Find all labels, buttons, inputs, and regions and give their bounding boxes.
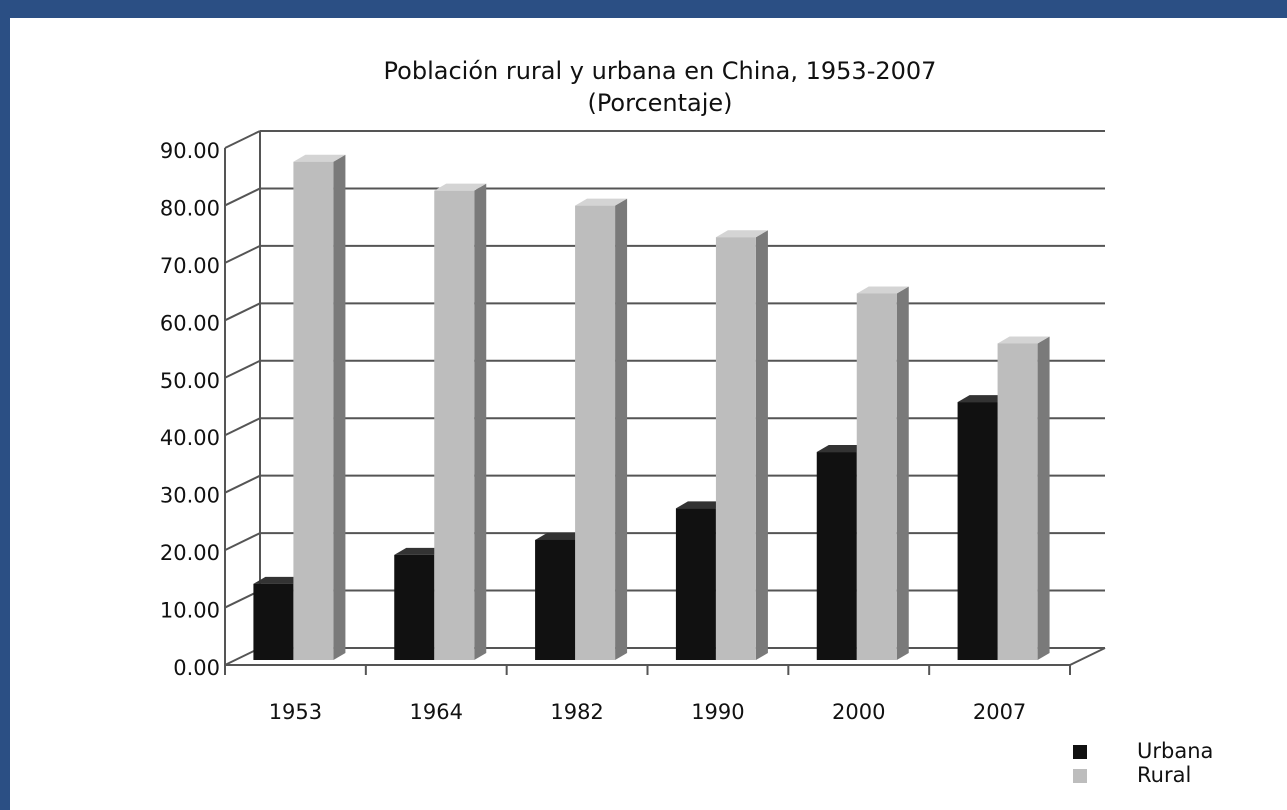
y-tick-label: 30.00 xyxy=(160,484,220,508)
y-tick-label: 10.00 xyxy=(160,599,220,623)
bar xyxy=(856,286,909,660)
side-grid-line xyxy=(224,187,261,207)
x-tick-label: 2007 xyxy=(973,700,1026,724)
legend-label: Urbana xyxy=(1137,739,1213,763)
side-grid-line xyxy=(224,532,261,552)
x-tick-label: 1982 xyxy=(550,700,603,724)
legend-swatch xyxy=(1073,745,1087,759)
x-tick-label: 1953 xyxy=(269,700,322,724)
bar-side xyxy=(1037,336,1050,660)
bar xyxy=(293,154,346,661)
bar-front xyxy=(856,293,897,660)
bar-top xyxy=(535,532,588,540)
x-tick-label: 1990 xyxy=(691,700,744,724)
bar-side xyxy=(755,230,768,660)
bar-front xyxy=(394,554,435,660)
bar-top xyxy=(997,336,1050,344)
bar-top xyxy=(394,547,447,555)
bar xyxy=(575,198,628,660)
legend-swatch xyxy=(1073,769,1087,783)
bar-front xyxy=(997,343,1038,660)
bar xyxy=(434,183,487,660)
floor-right xyxy=(1069,647,1106,666)
bar-top xyxy=(253,576,306,584)
chart-title: Población rural y urbana en China, 1953-… xyxy=(384,57,937,85)
bar-side xyxy=(615,198,628,660)
x-tick-label: 1964 xyxy=(410,700,463,724)
legend-label: Rural xyxy=(1137,763,1191,787)
side-grid-line xyxy=(224,302,261,322)
side-grid-line xyxy=(224,417,261,437)
bar-front xyxy=(715,237,756,660)
bar-front xyxy=(957,402,998,660)
bar-top xyxy=(957,395,1010,403)
chart-area xyxy=(10,18,1287,810)
bar-front xyxy=(675,508,716,660)
bar-side xyxy=(474,183,487,660)
bar-front xyxy=(575,205,616,660)
y-tick-label: 0.00 xyxy=(173,656,220,680)
bar-side xyxy=(896,286,909,660)
y-tick-label: 40.00 xyxy=(160,426,220,450)
bar-front xyxy=(253,583,294,660)
side-grid-line xyxy=(224,359,261,379)
bar-front xyxy=(293,161,334,661)
x-tick-label: 2000 xyxy=(832,700,885,724)
side-grid-line xyxy=(224,474,261,494)
y-tick-label: 90.00 xyxy=(160,139,220,163)
y-tick-label: 60.00 xyxy=(160,311,220,335)
bar-front xyxy=(535,539,576,660)
y-tick-label: 20.00 xyxy=(160,541,220,565)
bar-top xyxy=(715,230,768,238)
y-tick-label: 50.00 xyxy=(160,369,220,393)
y-tick-label: 70.00 xyxy=(160,254,220,278)
bar-top xyxy=(816,445,869,453)
y-tick-label: 80.00 xyxy=(160,196,220,220)
bar-top xyxy=(293,154,346,162)
side-grid-line xyxy=(224,244,261,264)
bar-top xyxy=(856,286,909,294)
side-grid-line xyxy=(224,130,261,149)
bar-top xyxy=(675,501,728,509)
bar-side xyxy=(333,154,346,661)
bar-front xyxy=(434,190,475,660)
bar xyxy=(997,336,1050,660)
bar-top xyxy=(434,183,487,191)
bar xyxy=(715,230,768,660)
bar-front xyxy=(816,452,857,660)
bar-top xyxy=(575,198,628,206)
chart-subtitle: (Porcentaje) xyxy=(587,89,732,117)
